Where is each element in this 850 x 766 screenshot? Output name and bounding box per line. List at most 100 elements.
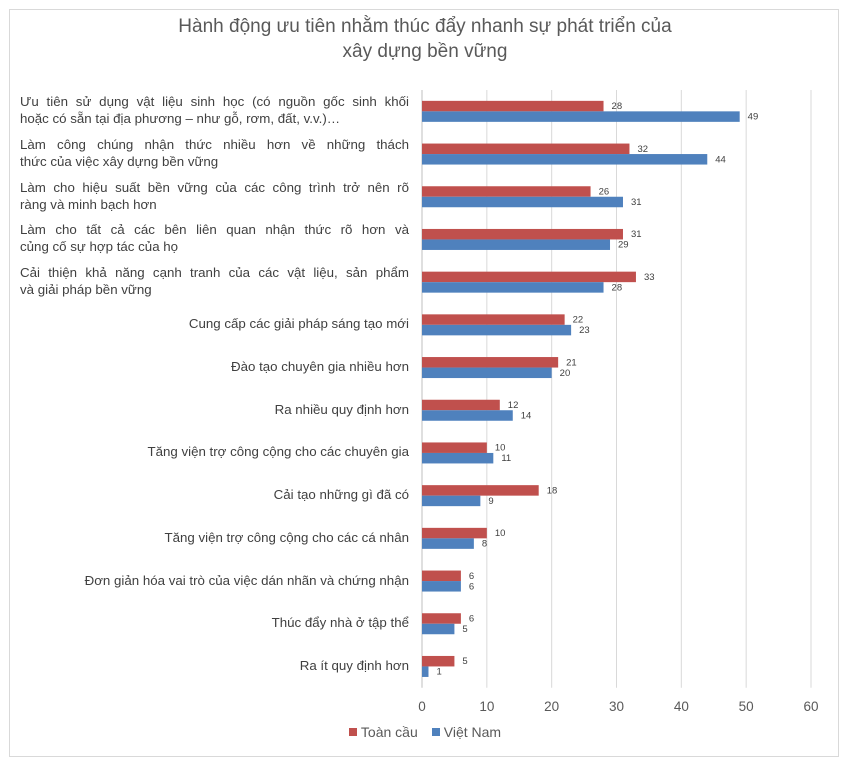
bar-global-11 (422, 570, 461, 582)
bar-vietnam-7 (422, 410, 513, 421)
category-label-11-line-0: Đơn giản hóa vai trò của việc dán nhãn v… (84, 572, 409, 588)
data-label-global-8: 10 (495, 443, 506, 454)
bar-global-0 (422, 100, 604, 112)
bar-global-8 (422, 442, 487, 453)
x-tick-label-6: 60 (803, 699, 818, 714)
data-label-global-9: 18 (547, 485, 558, 496)
data-label-global-6: 21 (566, 357, 577, 368)
category-label-7: Ra nhiều quy định hơn (20, 401, 409, 418)
category-label-10: Tăng viện trợ công cộng cho các cá nhân (20, 529, 409, 546)
category-label-6: Đào tạo chuyên gia nhiều hơn (20, 358, 409, 375)
data-label-vietnam-9: 9 (488, 496, 493, 507)
bar-global-1 (422, 143, 630, 155)
legend-swatch-vietnam (431, 728, 440, 736)
bar-vietnam-0 (422, 111, 740, 122)
category-label-9-line-0: Cải tạo những gì đã có (273, 487, 409, 503)
data-label-global-7: 12 (508, 400, 519, 411)
category-label-3-line-0: Làm cho tất cả các bên liên quan nhận th… (20, 222, 409, 238)
category-label-1: Làm công chúng nhận thức nhiều hơn về nh… (20, 136, 409, 170)
bar-vietnam-5 (422, 324, 572, 336)
bar-vietnam-9 (422, 495, 481, 507)
x-tick-label-5: 50 (739, 699, 754, 714)
category-label-13: Ra ít quy định hơn (20, 657, 409, 674)
x-tick-label-0: 0 (418, 699, 426, 714)
legend-item-global: Toàn cầu (348, 724, 418, 740)
category-label-11: Đơn giản hóa vai trò của việc dán nhãn v… (20, 572, 409, 589)
data-label-vietnam-2: 31 (631, 197, 642, 208)
data-label-global-10: 10 (495, 528, 506, 539)
category-label-12: Thúc đẩy nhà ở tập thể (20, 614, 409, 631)
data-label-vietnam-7: 14 (521, 411, 532, 422)
category-label-6-line-0: Đào tạo chuyên gia nhiều hơn (230, 359, 409, 375)
bar-vietnam-3 (422, 239, 611, 250)
data-label-global-13: 5 (462, 656, 467, 667)
bar-global-4 (422, 271, 636, 283)
category-label-0-line-1: hoặc có sẵn tại địa phương – như gỗ, rơm… (20, 111, 341, 127)
bar-global-5 (422, 314, 565, 325)
bar-global-6 (422, 357, 559, 368)
bar-global-13 (422, 655, 455, 667)
category-label-2-line-1: ràng và minh bạch hơn (20, 196, 157, 212)
category-label-10-line-0: Tăng viện trợ công cộng cho các cá nhân (164, 529, 409, 545)
bar-vietnam-10 (422, 538, 474, 549)
data-label-vietnam-11: 6 (469, 581, 474, 592)
bar-vietnam-13 (422, 666, 429, 677)
category-label-2: Làm cho hiệu suất bền vững của các công … (20, 179, 409, 213)
category-label-4-line-0: Cải thiện khả năng cạnh tranh của các vậ… (20, 265, 409, 281)
x-tick-label-1: 10 (479, 699, 494, 714)
chart-title: Hành động ưu tiên nhằm thúc đẩy nhanh sự… (0, 14, 850, 64)
bar-vietnam-8 (422, 452, 494, 464)
bar-vietnam-6 (422, 367, 552, 379)
bar-global-9 (422, 485, 539, 496)
category-label-8: Tăng viện trợ công cộng cho các chuyên g… (20, 443, 409, 460)
category-label-0-line-0: Ưu tiên sử dụng vật liệu sinh học (có ng… (20, 94, 409, 110)
category-label-7-line-0: Ra nhiều quy định hơn (274, 401, 409, 417)
x-tick-label-4: 40 (674, 699, 689, 714)
chart-title-line-2: xây dựng bền vững (342, 41, 508, 62)
data-label-global-1: 32 (637, 144, 648, 155)
x-tick-label-2: 20 (544, 699, 559, 714)
legend-item-vietnam: Việt Nam (431, 724, 501, 740)
chart-title-line-1: Hành động ưu tiên nhằm thúc đẩy nhanh sự… (178, 16, 672, 37)
category-label-13-line-0: Ra ít quy định hơn (299, 657, 409, 673)
legend: Toàn cầu Việt Nam (0, 724, 850, 740)
category-label-0: Ưu tiên sử dụng vật liệu sinh học (có ng… (20, 93, 409, 127)
data-label-vietnam-10: 8 (482, 539, 487, 550)
legend-label-global: Toàn cầu (360, 724, 418, 740)
bar-global-7 (422, 399, 500, 411)
data-label-vietnam-1: 44 (715, 154, 726, 165)
category-label-5-line-0: Cung cấp các giải pháp sáng tạo mới (188, 316, 409, 332)
category-label-1-line-1: thức của việc xây dựng bền vững (20, 154, 219, 170)
data-label-global-2: 26 (599, 187, 610, 198)
bar-vietnam-11 (422, 581, 461, 592)
data-label-vietnam-0: 49 (748, 112, 759, 123)
bar-vietnam-2 (422, 196, 623, 208)
category-label-1-line-0: Làm công chúng nhận thức nhiều hơn về nh… (20, 137, 409, 153)
category-label-2-line-0: Làm cho hiệu suất bền vững của các công … (20, 179, 409, 195)
category-label-3-line-1: củng cố sự hợp tác của họ (20, 239, 179, 255)
data-label-global-11: 6 (469, 571, 474, 582)
category-label-4-line-1: và giải pháp bền vững (20, 282, 152, 298)
bar-global-10 (422, 527, 487, 539)
category-label-8-line-0: Tăng viện trợ công cộng cho các chuyên g… (147, 444, 409, 460)
data-label-vietnam-5: 23 (579, 325, 590, 336)
data-label-global-3: 31 (631, 229, 642, 240)
data-label-vietnam-3: 29 (618, 240, 629, 251)
bar-vietnam-1 (422, 154, 708, 165)
data-label-global-12: 6 (469, 614, 474, 625)
category-label-9: Cải tạo những gì đã có (20, 486, 409, 503)
bar-vietnam-4 (422, 282, 604, 293)
data-label-vietnam-13: 1 (436, 667, 441, 678)
data-label-global-0: 28 (612, 101, 623, 112)
category-label-12-line-0: Thúc đẩy nhà ở tập thể (271, 615, 409, 631)
data-label-vietnam-8: 11 (501, 453, 511, 464)
category-label-5: Cung cấp các giải pháp sáng tạo mới (20, 315, 409, 332)
data-label-global-5: 22 (573, 315, 584, 326)
bar-global-12 (422, 613, 461, 624)
category-label-4: Cải thiện khả năng cạnh tranh của các vậ… (20, 264, 409, 298)
legend-swatch-global (348, 728, 357, 736)
data-label-global-4: 33 (644, 272, 655, 283)
category-label-3: Làm cho tất cả các bên liên quan nhận th… (20, 221, 409, 255)
bar-vietnam-12 (422, 623, 455, 635)
